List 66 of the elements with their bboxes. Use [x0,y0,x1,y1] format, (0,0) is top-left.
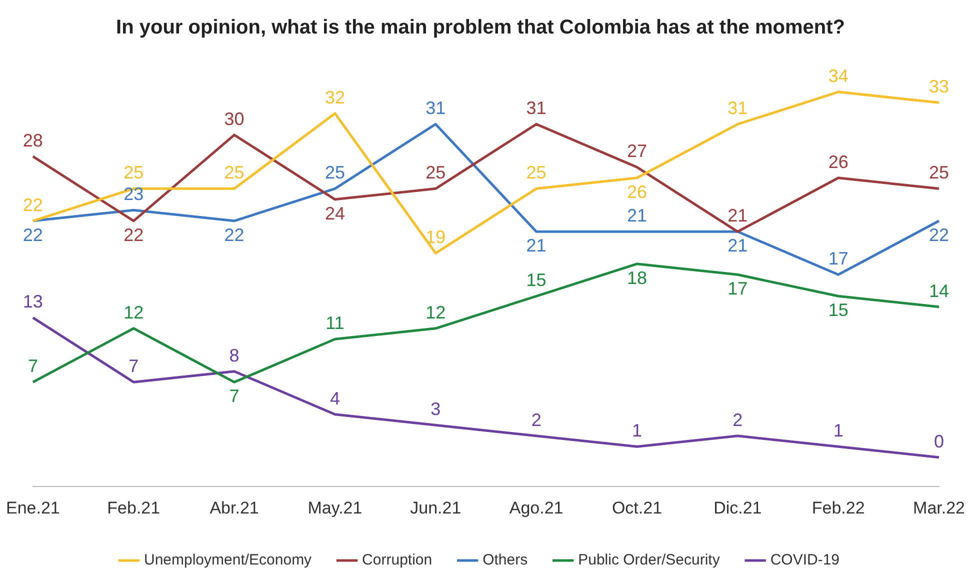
data-label: 25 [324,162,345,183]
data-label: 24 [324,203,345,224]
data-label: 25 [526,162,546,183]
data-label: 27 [626,141,648,162]
data-label: 33 [929,76,950,97]
x-tick-label: Dic.21 [714,498,762,518]
x-tick-label: Feb.22 [812,498,865,518]
data-label: 21 [728,236,748,256]
data-label: 7 [28,356,38,376]
data-label: 32 [324,87,345,108]
legend-label: COVID-19 [770,552,840,569]
x-tick-label: Ago.21 [509,498,564,518]
data-label: 7 [229,386,240,406]
data-label: 26 [828,152,848,172]
data-label: 22 [224,224,244,245]
data-label: 22 [929,224,950,245]
data-label: 8 [229,345,240,366]
data-label: 15 [828,300,848,320]
data-label: 7 [128,356,139,376]
data-label: 25 [124,162,144,183]
data-label: 21 [626,206,648,226]
data-label: 17 [828,248,848,269]
data-label: 21 [728,206,748,226]
data-label: 1 [833,420,844,441]
data-label: 31 [526,98,546,118]
data-label: 2 [531,410,542,430]
x-tick-label: Jun.21 [410,498,462,518]
x-tick-label: Ene.21 [6,498,60,518]
data-label: 22 [22,194,43,215]
legend-label: Unemployment/Economy [144,552,312,569]
x-tick-label: May.21 [308,498,362,518]
data-label: 22 [22,224,43,245]
data-label: 1 [632,420,642,441]
data-label: 11 [326,313,344,334]
data-label: 26 [626,182,648,202]
data-label: 4 [330,388,340,408]
data-label: 14 [929,280,950,301]
data-label: 13 [22,292,43,312]
data-label: 25 [929,162,950,183]
data-label: 25 [426,162,446,183]
data-label: 23 [124,184,144,204]
x-tick-label: Mar.22 [913,498,966,518]
data-label: 12 [426,302,446,322]
data-label: 18 [626,268,648,288]
data-label: 22 [124,224,144,245]
data-label: 2 [732,410,743,430]
x-tick-label: Feb.21 [107,498,160,518]
data-label: 34 [828,66,848,86]
legend-label: Corruption [362,552,432,569]
data-label: 21 [526,236,546,256]
legend-label: Public Order/Security [578,552,720,569]
data-label: 17 [728,278,748,299]
data-label: 15 [526,270,546,290]
data-label: 28 [22,130,43,150]
data-label: 30 [224,108,244,129]
x-tick-label: Abr.21 [210,498,259,518]
data-label: 3 [430,399,441,420]
data-label: 31 [728,98,748,118]
data-label: 19 [426,227,446,248]
data-label: 31 [426,98,446,118]
data-label: 0 [934,431,944,452]
legend-label: Others [482,552,528,569]
data-label: 25 [224,162,244,183]
chart-title: In your opinion, what is the main problem that Colombia has at the moment? [116,16,845,39]
x-tick-label: Oct.21 [612,498,662,518]
data-label: 12 [124,302,144,322]
